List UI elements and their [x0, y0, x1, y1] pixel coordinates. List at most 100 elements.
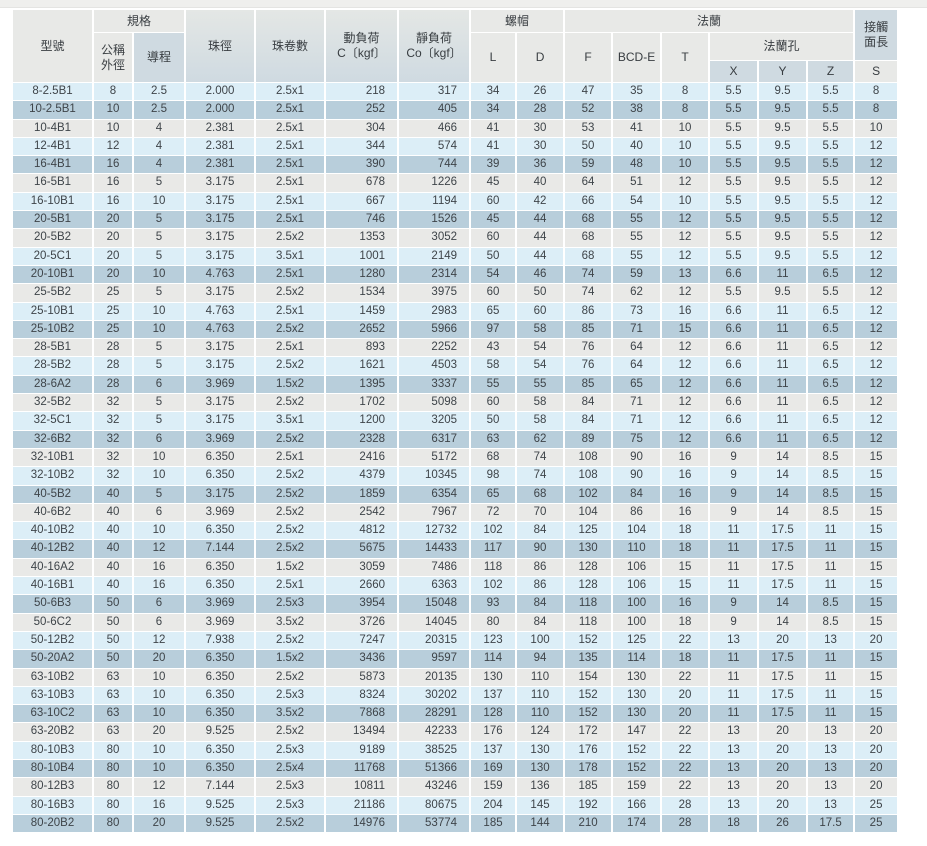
cell-flange-f: 135 [564, 649, 614, 669]
cell-dynamic-load-c: 2542 [325, 503, 400, 523]
cell-flange-f: 108 [564, 466, 614, 486]
cell-model: 40-16A2 [13, 558, 94, 578]
table-row: 10-4B1 10 4 2.381 2.5x1 304 466 41 30 53 41 10 5.5 9.… [13, 119, 900, 138]
cell-hole-y: 9.5 [758, 82, 809, 102]
cell-nut-d: 84 [516, 594, 566, 614]
cell-nut-l: 97 [470, 320, 518, 340]
cell-nut-l: 102 [470, 521, 518, 541]
cell-contact-s: 12 [854, 192, 900, 212]
cell-dynamic-load-c: 1353 [325, 228, 400, 248]
cell-contact-s: 20 [854, 777, 900, 797]
cell-hole-x: 13 [709, 722, 760, 742]
cell-flange-t: 12 [661, 228, 711, 248]
cell-ball-diameter: 6.350 [185, 649, 257, 669]
cell-dynamic-load-c: 893 [325, 338, 400, 358]
cell-hole-x: 13 [709, 741, 760, 760]
cell-nut-d: 136 [516, 777, 566, 797]
cell-flange-t: 12 [661, 283, 711, 303]
cell-flange-bcd-e: 48 [612, 155, 663, 175]
cell-ball-diameter: 3.175 [185, 411, 257, 431]
cell-ball-circuits: 2.5x3 [255, 741, 327, 760]
cell-hole-y: 11 [758, 411, 809, 431]
cell-nut-l: 54 [470, 265, 518, 285]
cell-flange-bcd-e: 71 [612, 320, 663, 340]
cell-nut-l: 137 [470, 741, 518, 760]
cell-contact-s: 15 [854, 613, 900, 632]
col-header-flange-f: F [564, 32, 614, 83]
table-row: 12-4B1 12 4 2.381 2.5x1 344 574 41 30 50 40 10 5.5 9.… [13, 137, 900, 157]
cell-dynamic-load-c: 14976 [325, 814, 400, 834]
cell-flange-bcd-e: 51 [612, 173, 663, 193]
cell-hole-x: 6.6 [709, 375, 760, 395]
cell-model: 63-10B2 [13, 668, 94, 687]
cell-hole-x: 6.6 [709, 356, 760, 376]
cell-hole-x: 9 [709, 485, 760, 504]
cell-flange-t: 20 [661, 686, 711, 706]
cell-flange-bcd-e: 38 [612, 100, 663, 120]
cell-flange-bcd-e: 75 [612, 430, 663, 449]
cell-static-load-co: 12732 [398, 521, 472, 541]
cell-ball-circuits: 2.5x1 [255, 576, 327, 596]
cell-static-load-co: 14045 [398, 613, 472, 632]
cell-ball-circuits: 2.5x2 [255, 521, 327, 541]
cell-model: 63-20B2 [13, 722, 94, 742]
cell-ball-diameter: 4.763 [185, 320, 257, 340]
cell-contact-s: 12 [854, 320, 900, 340]
cell-ball-circuits: 2.5x1 [255, 265, 327, 285]
cell-flange-f: 53 [564, 119, 614, 138]
cell-flange-bcd-e: 62 [612, 283, 663, 303]
col-header-flange-holes-group: 法蘭孔 [709, 32, 856, 61]
cell-lead: 10 [133, 466, 187, 486]
cell-model: 80-20B2 [13, 814, 94, 834]
cell-nut-d: 145 [516, 796, 566, 815]
cell-nut-d: 26 [516, 82, 566, 102]
cell-static-load-co: 5098 [398, 393, 472, 413]
cell-flange-f: 68 [564, 247, 614, 266]
cell-flange-bcd-e: 147 [612, 722, 663, 742]
cell-hole-x: 9 [709, 466, 760, 486]
cell-dynamic-load-c: 3954 [325, 594, 400, 614]
cell-flange-bcd-e: 100 [612, 594, 663, 614]
cell-nominal-od: 16 [93, 173, 134, 193]
cell-nominal-od: 25 [93, 283, 134, 303]
cell-lead: 16 [133, 796, 187, 815]
table-row: 25-5B2 25 5 3.175 2.5x2 1534 3975 60 50 74 62 12 5.5… [13, 283, 900, 303]
cell-hole-z: 8.5 [807, 485, 856, 504]
cell-ball-circuits: 2.5x1 [255, 155, 327, 175]
cell-hole-x: 11 [709, 649, 760, 669]
cell-model: 63-10C2 [13, 704, 94, 724]
cell-flange-t: 18 [661, 613, 711, 632]
cell-dynamic-load-c: 9189 [325, 741, 400, 760]
cell-model: 32-10B2 [13, 466, 94, 486]
cell-hole-x: 6.6 [709, 411, 760, 431]
cell-dynamic-load-c: 2328 [325, 430, 400, 449]
cell-flange-bcd-e: 104 [612, 521, 663, 541]
cell-flange-f: 85 [564, 320, 614, 340]
cell-hole-z: 8.5 [807, 466, 856, 486]
cell-lead: 10 [133, 265, 187, 285]
col-header-flange-group: 法蘭 [564, 10, 856, 33]
cell-flange-f: 130 [564, 539, 614, 559]
cell-model: 50-6B3 [13, 594, 94, 614]
cell-static-load-co: 42233 [398, 722, 472, 742]
cell-flange-t: 16 [661, 466, 711, 486]
cell-flange-bcd-e: 35 [612, 82, 663, 102]
cell-dynamic-load-c: 304 [325, 119, 400, 138]
cell-flange-t: 20 [661, 704, 711, 724]
table-row: 50-6C2 50 6 3.969 3.5x2 3726 14045 80 84 118 100 18… [13, 613, 900, 632]
cell-hole-x: 13 [709, 777, 760, 797]
cell-contact-s: 12 [854, 247, 900, 266]
cell-model: 10-2.5B1 [13, 100, 94, 120]
cell-nut-d: 110 [516, 704, 566, 724]
cell-flange-t: 16 [661, 485, 711, 504]
cell-static-load-co: 28291 [398, 704, 472, 724]
cell-hole-z: 6.5 [807, 320, 856, 340]
cell-nominal-od: 10 [93, 100, 134, 120]
cell-lead: 2.5 [133, 82, 187, 102]
cell-hole-z: 5.5 [807, 155, 856, 175]
cell-flange-t: 10 [661, 192, 711, 212]
cell-model: 40-16B1 [13, 576, 94, 596]
cell-ball-diameter: 9.525 [185, 814, 257, 834]
cell-dynamic-load-c: 1395 [325, 375, 400, 395]
cell-nut-l: 72 [470, 503, 518, 523]
